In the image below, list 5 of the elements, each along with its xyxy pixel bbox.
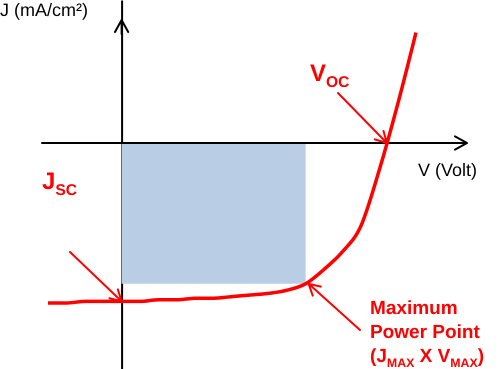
annotation: J$_{SC}$: [42, 168, 78, 200]
x-axis-title: V (Volt): [418, 160, 478, 181]
annotation: Maximum Power Point (J$_{MAX}$ X V$_{MAX}$): [370, 297, 486, 369]
annotation: V$_{OC}$: [310, 60, 350, 92]
y-axis-title: J (mA/cm²): [0, 0, 88, 21]
